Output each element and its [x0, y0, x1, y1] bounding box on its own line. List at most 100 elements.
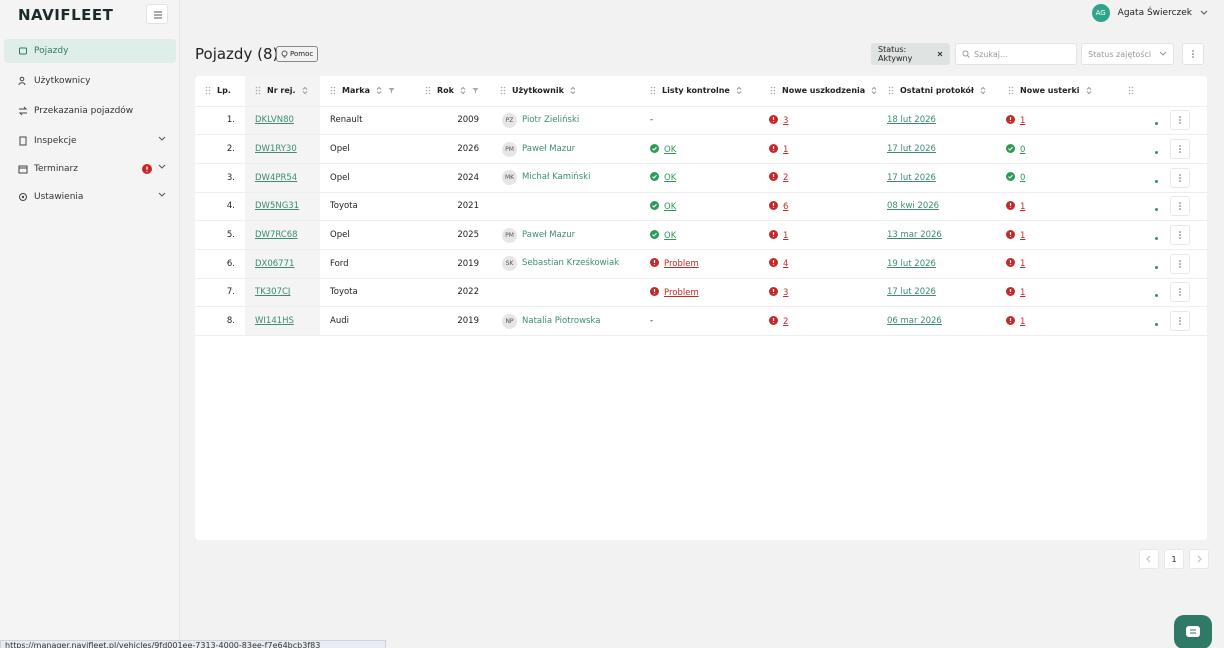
column-header[interactable]: Marka	[320, 76, 415, 107]
protocol-date[interactable]: 06 mar 2026	[887, 316, 942, 327]
protocol-date[interactable]: 18 lut 2026	[887, 115, 936, 126]
cell-damages: 2	[760, 163, 878, 193]
damages-count[interactable]: 2	[783, 173, 789, 184]
column-header[interactable]: Listy kontrolne	[640, 76, 760, 107]
user-name[interactable]: Michał Kamiński	[522, 172, 591, 183]
row-actions[interactable]	[1170, 225, 1190, 246]
vehicle-row[interactable]: 1. DKLVN80 Renault 2009 PZ Piotr Zieliński - 3 1…	[195, 106, 1207, 136]
protocol-date[interactable]: 13 mar 2026	[887, 230, 942, 241]
nav-label: Użytkownicy	[34, 76, 91, 86]
page-number[interactable]: 1	[1164, 549, 1184, 569]
column-header[interactable]: Ostatni protokół	[878, 76, 998, 107]
header-label: Marka	[342, 86, 371, 96]
faults-count[interactable]: 0	[1020, 144, 1026, 155]
user-name[interactable]: Paweł Mazur	[522, 229, 576, 240]
faults-count[interactable]: 1	[1020, 201, 1026, 212]
faults-count[interactable]: 1	[1020, 115, 1026, 126]
brand: Opel	[330, 230, 350, 241]
column-header[interactable]: Nr rej.	[245, 76, 320, 107]
nav-item[interactable]: Przekazania pojazdów	[4, 99, 176, 123]
damages-count[interactable]: 4	[783, 259, 789, 270]
user-name[interactable]: Sebastian Krześkowiak	[522, 258, 620, 269]
checklist-status[interactable]: Problem	[664, 287, 699, 298]
column-header[interactable]: Lp.	[195, 76, 245, 107]
faults-count[interactable]: 1	[1020, 287, 1026, 298]
plate-link[interactable]: DX06771	[255, 258, 295, 269]
vehicle-row[interactable]: 5. DW7RC68 Opel 2025 PM Paweł Mazur OK 1 13 mar …	[195, 220, 1207, 250]
nav-item[interactable]: Użytkownicy	[4, 69, 176, 93]
search-input[interactable]: Szukaj...	[955, 43, 1077, 65]
damages-count[interactable]: 1	[783, 230, 789, 241]
status-filter[interactable]: Status: Aktywny	[871, 43, 950, 65]
damages-count[interactable]: 3	[783, 287, 789, 298]
protocol-date[interactable]: 17 lut 2026	[887, 144, 936, 155]
user-name[interactable]: Paweł Mazur	[522, 143, 576, 154]
column-header[interactable]: Nowe uszkodzenia	[760, 76, 878, 107]
occupancy-select[interactable]: Status zajętości	[1081, 43, 1174, 65]
row-actions[interactable]	[1170, 311, 1190, 332]
more-button[interactable]	[1182, 43, 1204, 65]
checklist-status[interactable]: OK	[664, 144, 677, 155]
row-actions[interactable]	[1170, 253, 1190, 274]
nav-item[interactable]: Ustawienia	[4, 185, 176, 209]
protocol-date[interactable]: 17 lut 2026	[887, 287, 936, 298]
prev-page[interactable]	[1139, 549, 1159, 569]
nav-item[interactable]: Pojazdy	[4, 39, 176, 63]
brand[interactable]: NAVIFLEET	[18, 6, 114, 24]
nav-item[interactable]: Inspekcje	[4, 129, 176, 153]
alert-badge	[142, 164, 152, 174]
vehicle-row[interactable]: 8. WI141HS Audi 2019 NP Natalia Piotrowska - 2 0…	[195, 306, 1207, 336]
vehicle-row[interactable]: 6. DX06771 Ford 2019 SK Sebastian Krześkowiak…	[195, 249, 1207, 279]
column-header[interactable]: Rok	[415, 76, 490, 107]
protocol-date[interactable]: 17 lut 2026	[887, 172, 936, 183]
column-header[interactable]: Użytkownik	[490, 76, 640, 107]
fault-icon	[1006, 143, 1015, 153]
help-button[interactable]: Pomoc	[276, 46, 319, 62]
plate-link[interactable]: DKLVN80	[255, 115, 294, 126]
plate-link[interactable]: DW5NG31	[255, 201, 300, 212]
checklist-status[interactable]: Problem	[664, 259, 699, 270]
checklist-status[interactable]: OK	[664, 230, 677, 241]
plate-link[interactable]: WI141HS	[255, 316, 294, 327]
vehicle-row[interactable]: 2. DW1RY30 Opel 2026 PM Paweł Mazur OK 1 17 lut …	[195, 134, 1207, 164]
damages-count[interactable]: 2	[783, 316, 789, 327]
user-name[interactable]: Piotr Zieliński	[522, 114, 580, 125]
plate-link[interactable]: DW4PR54	[255, 172, 298, 183]
faults-count[interactable]: 1	[1020, 316, 1026, 327]
damages-count[interactable]: 3	[783, 115, 789, 126]
faults-count[interactable]: 1	[1020, 230, 1026, 241]
plate-link[interactable]: DW1RY30	[255, 144, 297, 155]
checklist-status: -	[650, 115, 654, 126]
row-actions[interactable]	[1170, 110, 1190, 131]
protocol-date[interactable]: 08 kwi 2026	[887, 201, 940, 212]
plate-link[interactable]: DW7RC68	[255, 230, 298, 241]
vehicle-row[interactable]: 7. TK307CJ Toyota 2022 Problem 3 17 lut 2026 1	[195, 278, 1207, 308]
online-dot	[1155, 150, 1158, 154]
checklist-status[interactable]: OK	[664, 201, 677, 212]
row-actions[interactable]	[1170, 196, 1190, 217]
chat-button[interactable]	[1174, 615, 1212, 648]
vehicle-row[interactable]: 4. DW5NG31 Toyota 2021 OK 6 08 kwi 2026 1	[195, 192, 1207, 222]
faults-count[interactable]: 1	[1020, 259, 1026, 270]
row-actions[interactable]	[1170, 139, 1190, 160]
row-number: 3.	[226, 172, 235, 183]
damages-count[interactable]: 6	[783, 201, 789, 212]
user-menu[interactable]: AG Agata Świerczek	[1091, 4, 1208, 22]
row-actions[interactable]	[1170, 282, 1190, 303]
row-actions[interactable]	[1170, 167, 1190, 188]
damages-count[interactable]: 1	[783, 144, 789, 155]
column-header[interactable]: Nowe usterki	[998, 76, 1118, 107]
plate-link[interactable]: TK307CJ	[255, 287, 291, 298]
row-number: 8.	[226, 316, 235, 327]
faults-count[interactable]: 0	[1020, 173, 1026, 184]
status-icon	[650, 258, 659, 268]
cell-indicator	[1118, 106, 1158, 136]
user-name[interactable]: Natalia Piotrowska	[522, 315, 601, 326]
vehicle-row[interactable]: 3. DW4PR54 Opel 2024 MK Michał Kamiński OK 2 17 …	[195, 163, 1207, 193]
cell-faults: 0	[998, 134, 1118, 164]
checklist-status[interactable]: OK	[664, 173, 677, 184]
nav-item[interactable]: Terminarz	[4, 157, 176, 181]
menu-toggle[interactable]	[146, 4, 168, 24]
next-page[interactable]	[1189, 549, 1209, 569]
protocol-date[interactable]: 19 lut 2026	[887, 258, 936, 269]
